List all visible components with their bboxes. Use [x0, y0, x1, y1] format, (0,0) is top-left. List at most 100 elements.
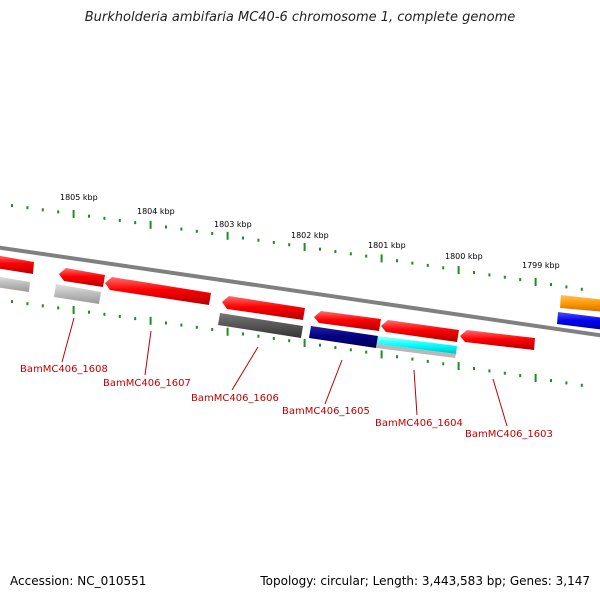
minor-tick [519, 278, 522, 282]
track-segment [557, 312, 600, 330]
gene-arrow [0, 255, 34, 274]
major-tick [303, 339, 306, 347]
minor-tick [257, 238, 260, 242]
minor-tick [242, 332, 244, 336]
track-segment [218, 313, 303, 338]
minor-tick [580, 287, 583, 291]
minor-tick [288, 339, 291, 343]
gene-arrow [105, 277, 211, 305]
minor-tick [41, 208, 44, 212]
minor-tick [257, 334, 260, 338]
minor-tick [488, 369, 491, 373]
major-tick [457, 266, 460, 275]
gene-label: BamMC406_1605 [282, 406, 370, 417]
minor-tick [211, 232, 214, 235]
leader-line [492, 378, 508, 427]
minor-tick [442, 362, 445, 366]
minor-tick [242, 236, 244, 240]
minor-tick [26, 302, 29, 306]
minor-tick [180, 227, 183, 231]
scale-label: 1801 kbp [368, 241, 406, 250]
major-tick [72, 306, 75, 314]
minor-tick [103, 216, 106, 220]
accession-label: Accession: NC_010551 [10, 574, 147, 588]
minor-tick [442, 266, 445, 270]
minor-tick [103, 312, 106, 316]
leader-line [231, 346, 259, 391]
minor-tick [195, 229, 198, 233]
minor-tick [180, 323, 183, 327]
minor-tick [550, 283, 552, 286]
gene-arrow [560, 295, 600, 312]
gene-leader-lines [61, 317, 508, 427]
track-segment [377, 336, 457, 354]
minor-tick [88, 310, 90, 314]
gene-arrow [460, 330, 535, 350]
minor-tick [565, 285, 568, 289]
minor-tick [473, 367, 475, 370]
minor-tick [488, 273, 491, 277]
major-tick [149, 220, 152, 229]
gene-track [0, 255, 600, 350]
scale-labels: 1805 kbp 1804 kbp 1803 kbp 1802 kbp 1801… [60, 193, 560, 270]
minor-tick [334, 250, 337, 253]
minor-tick [503, 275, 506, 279]
minor-tick [349, 252, 352, 256]
scale-ticks-outer [11, 204, 583, 291]
minor-tick [26, 206, 29, 210]
scale-label: 1805 kbp [60, 193, 98, 202]
feature-track [0, 276, 600, 358]
minor-tick [396, 259, 398, 263]
minor-tick [426, 263, 429, 267]
minor-tick [411, 357, 414, 361]
scale-label: 1802 kbp [291, 231, 329, 240]
minor-tick [426, 359, 429, 363]
major-tick [457, 362, 460, 371]
major-tick [226, 327, 229, 336]
minor-tick [272, 241, 275, 244]
track-segment [0, 276, 30, 292]
gene-label: BamMC406_1607 [103, 378, 191, 389]
minor-tick [334, 346, 337, 349]
genome-backbone [0, 245, 600, 338]
major-tick [72, 210, 75, 218]
minor-tick [319, 247, 321, 251]
gene-label: BamMC406_1608 [20, 364, 108, 375]
minor-tick [565, 381, 568, 385]
gene-labels: BamMC406_1608 BamMC406_1607 BamMC406_160… [20, 364, 553, 440]
minor-tick [288, 243, 291, 247]
track-segment [54, 284, 101, 304]
minor-tick [41, 304, 44, 308]
minor-tick [580, 383, 583, 387]
minor-tick [396, 355, 398, 359]
minor-tick [165, 321, 167, 325]
major-tick [380, 350, 383, 359]
minor-tick [319, 343, 321, 347]
major-tick [149, 316, 152, 325]
minor-tick [195, 325, 198, 329]
gene-arrow [314, 311, 381, 331]
major-tick [534, 374, 537, 382]
gene-label: BamMC406_1603 [465, 429, 553, 440]
minor-tick [57, 306, 60, 310]
leader-line [413, 369, 418, 416]
minor-tick [550, 379, 552, 382]
gene-arrow [59, 268, 105, 287]
leader-line [144, 330, 152, 376]
minor-tick [411, 261, 414, 265]
scale-label: 1804 kbp [137, 207, 175, 216]
gene-arrow [222, 296, 305, 320]
minor-tick [473, 271, 475, 274]
track-segment [376, 344, 456, 358]
scale-label: 1803 kbp [214, 220, 252, 229]
leader-line [324, 359, 343, 405]
minor-tick [57, 210, 60, 214]
minor-tick [272, 337, 275, 340]
minor-tick [88, 214, 90, 218]
minor-tick [211, 328, 214, 331]
minor-tick [365, 350, 368, 354]
scale-ticks-inner [11, 300, 583, 387]
minor-tick [11, 300, 13, 304]
